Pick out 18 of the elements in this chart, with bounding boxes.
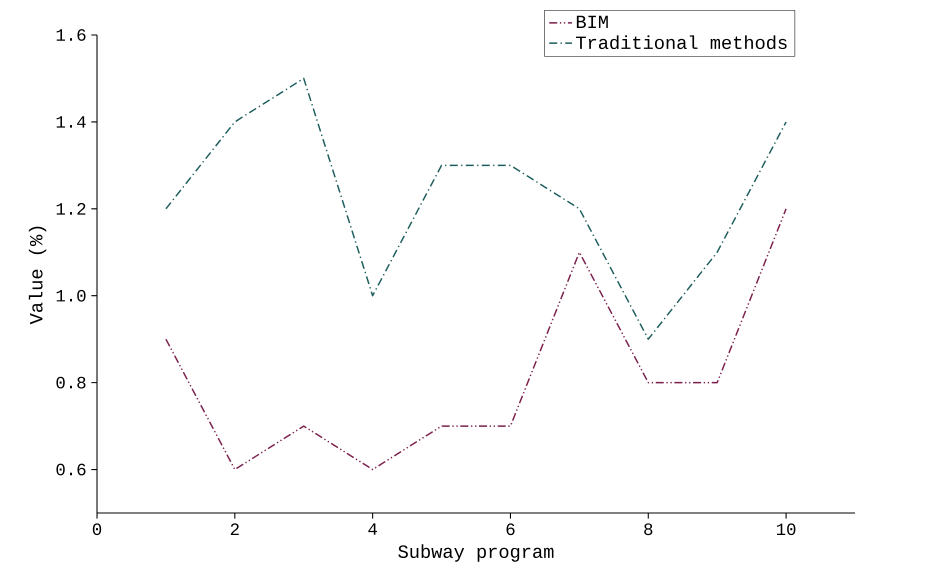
x-tick-label: 6 (506, 523, 515, 536)
y-axis-title: Value (%) (28, 226, 46, 324)
y-tick-label: 1.2 (56, 203, 86, 215)
legend-label: Traditional methods (576, 35, 787, 50)
x-tick-label: 2 (230, 523, 239, 535)
x-tick-label: 10 (776, 523, 796, 536)
line-series (165, 208, 787, 470)
line-series (165, 78, 787, 340)
y-tick-label: 1.4 (56, 116, 86, 128)
y-tick-label: 0.8 (56, 376, 86, 389)
x-tick-label: 4 (368, 523, 377, 535)
y-tick-label: 0.6 (56, 464, 86, 476)
legend-label: BIM (576, 16, 608, 28)
y-tick-label: 1.0 (56, 290, 86, 302)
x-tick-label: 0 (92, 523, 102, 536)
x-tick-label: 8 (644, 523, 652, 536)
y-tick-label: 1.6 (56, 29, 86, 41)
x-axis-title: Subway program (398, 544, 554, 562)
